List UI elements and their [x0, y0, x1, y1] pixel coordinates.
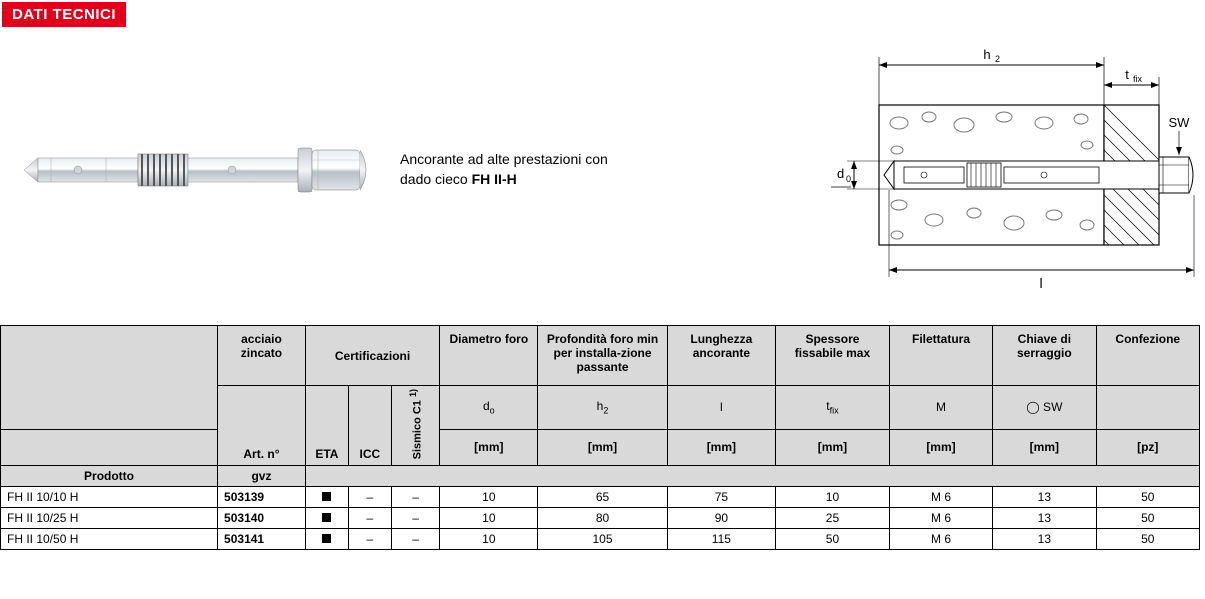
table-row: FH II 10/10 H503139––10657510M 61350: [1, 487, 1200, 508]
product-description: Ancorante ad alte prestazioni con dado c…: [400, 150, 700, 189]
hdr-spes: Spessore fissabile max: [776, 326, 890, 386]
sym-sw: ◯ SW: [993, 386, 1096, 430]
svg-text:l: l: [1039, 275, 1042, 291]
cell-eta: [305, 508, 348, 529]
svg-text:2: 2: [995, 54, 1000, 64]
sym-h2: h2: [538, 386, 667, 430]
section-title: DATI TECNICI: [2, 2, 126, 27]
desc-model: FH II-H: [472, 171, 517, 187]
hdr-icc: ICC: [348, 386, 391, 466]
table-row: FH II 10/50 H503141––1010511550M 61350: [1, 529, 1200, 550]
cell-M: M 6: [889, 529, 992, 550]
cell-sis: –: [391, 487, 439, 508]
cell-conf: 50: [1096, 529, 1199, 550]
hdr-diam: Diametro foro: [440, 326, 538, 386]
cell-name: FH II 10/50 H: [1, 529, 218, 550]
hdr-eta: ETA: [305, 386, 348, 466]
svg-text:fix: fix: [1133, 74, 1143, 84]
hdr-blank: [1, 326, 218, 430]
cell-conf: 50: [1096, 487, 1199, 508]
top-panel: Ancorante ad alte prestazioni con dado c…: [0, 45, 1205, 295]
svg-text:h: h: [983, 47, 990, 62]
cell-prodotto-span: [305, 466, 1199, 487]
cell-art: 503140: [218, 508, 306, 529]
svg-text:SW: SW: [1169, 115, 1191, 130]
cell-prodotto: Prodotto: [1, 466, 218, 487]
unit-M: [mm]: [889, 429, 992, 466]
hdr-sismico: Sismico C1 1): [391, 386, 439, 466]
cell-art: 503141: [218, 529, 306, 550]
cell-d0: 10: [440, 508, 538, 529]
sym-tfix: tfix: [776, 386, 890, 430]
unit-l: [mm]: [667, 429, 776, 466]
unit-conf: [pz]: [1096, 429, 1199, 466]
hdr-prof: Profondità foro min per installa-zione p…: [538, 326, 667, 386]
cell-h2: 65: [538, 487, 667, 508]
desc-line2a: dado cieco: [400, 171, 472, 187]
cell-d0: 10: [440, 529, 538, 550]
cell-name: FH II 10/10 H: [1, 487, 218, 508]
technical-diagram: h 2 t fix SW: [819, 45, 1199, 295]
hdr-acciaio: acciaio zincato: [218, 326, 306, 386]
cell-d0: 10: [440, 487, 538, 508]
unit-tfix: [mm]: [776, 429, 890, 466]
cell-h2: 105: [538, 529, 667, 550]
unit-sw: [mm]: [993, 429, 1096, 466]
product-photo: [6, 120, 376, 220]
svg-text:t: t: [1125, 67, 1129, 82]
cell-sis: –: [391, 529, 439, 550]
cell-l: 90: [667, 508, 776, 529]
cell-art: 503139: [218, 487, 306, 508]
cell-tfix: 25: [776, 508, 890, 529]
hdr-fil: Filettatura: [889, 326, 992, 386]
cell-M: M 6: [889, 508, 992, 529]
cell-h2: 80: [538, 508, 667, 529]
sym-M: M: [889, 386, 992, 430]
table-row: FH II 10/25 H503140––10809025M 61350: [1, 508, 1200, 529]
cell-icc: –: [348, 529, 391, 550]
cell-sw: 13: [993, 508, 1096, 529]
cell-l: 115: [667, 529, 776, 550]
cell-eta: [305, 487, 348, 508]
row-prodotto: Prodotto gvz: [1, 466, 1200, 487]
hdr-art: Art. n°: [218, 386, 306, 466]
cell-sis: –: [391, 508, 439, 529]
cell-icc: –: [348, 508, 391, 529]
sym-d0: do: [440, 386, 538, 430]
cell-name: FH II 10/25 H: [1, 508, 218, 529]
svg-text:0: 0: [846, 174, 851, 184]
hdr-cert: Certificazioni: [305, 326, 439, 386]
cell-tfix: 50: [776, 529, 890, 550]
cell-icc: –: [348, 487, 391, 508]
sym-blank: [1096, 386, 1199, 430]
hdr-chiave: Chiave di serraggio: [993, 326, 1096, 386]
unit-h2: [mm]: [538, 429, 667, 466]
cell-M: M 6: [889, 487, 992, 508]
cell-gvz: gvz: [218, 466, 306, 487]
cell-l: 75: [667, 487, 776, 508]
cell-eta: [305, 529, 348, 550]
desc-line1: Ancorante ad alte prestazioni con: [400, 151, 608, 167]
cell-conf: 50: [1096, 508, 1199, 529]
spec-table: acciaio zincato Certificazioni Diametro …: [0, 325, 1200, 550]
hdr-lung: Lunghezza ancorante: [667, 326, 776, 386]
sym-l: l: [667, 386, 776, 430]
hdr-blank2: [1, 429, 218, 466]
cell-sw: 13: [993, 487, 1096, 508]
hdr-conf: Confezione: [1096, 326, 1199, 386]
unit-d0: [mm]: [440, 429, 538, 466]
cell-tfix: 10: [776, 487, 890, 508]
svg-text:d: d: [837, 166, 844, 181]
cell-sw: 13: [993, 529, 1096, 550]
